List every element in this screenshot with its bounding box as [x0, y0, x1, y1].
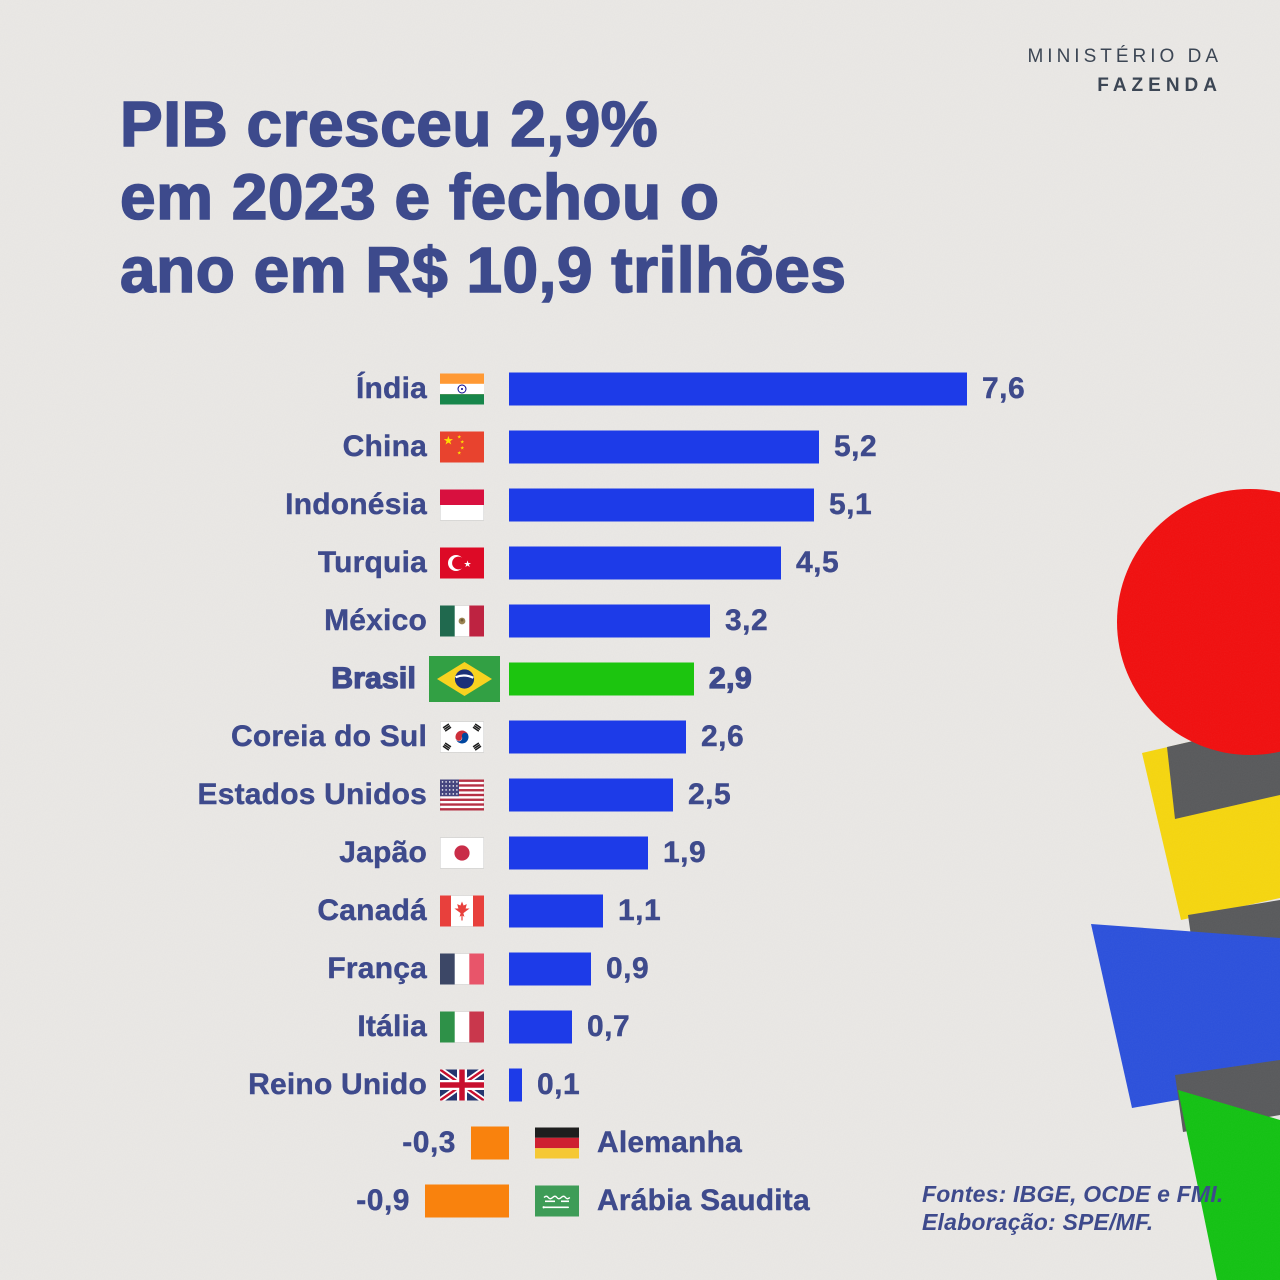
ministry-wordmark-line2: FAZENDA	[1097, 75, 1222, 96]
value-label-uk: 0,1	[537, 1068, 581, 1101]
country-label-brazil: Brasil	[331, 661, 417, 695]
bar-india	[509, 372, 967, 406]
svg-text:★: ★	[464, 560, 472, 570]
country-label-italy: Itália	[357, 1010, 427, 1043]
bar-saudi-arabia	[425, 1184, 509, 1218]
value-label-usa: 2,5	[688, 778, 732, 811]
value-label-france: 0,9	[606, 952, 650, 985]
country-label-south-korea: Coreia do Sul	[231, 720, 427, 753]
bar-canada	[509, 894, 603, 928]
bar-mexico	[509, 604, 710, 638]
flag-china-icon: ★ ★ ★ ★ ★	[440, 431, 484, 463]
title-line-1: PIB cresceu 2,9%	[119, 87, 659, 161]
bar-turkey	[509, 546, 781, 580]
country-label-mexico: México	[324, 604, 427, 637]
country-label-usa: Estados Unidos	[197, 778, 427, 811]
ministry-wordmark-line1: MINISTÉRIO DA	[1027, 46, 1222, 67]
bar-japan	[509, 836, 648, 870]
bar-usa	[509, 778, 673, 812]
flag-italy-icon	[440, 1011, 484, 1043]
flag-turkey-icon: ★	[440, 547, 484, 579]
country-label-japan: Japão	[339, 836, 427, 869]
title-line-2: em 2023 e fechou o	[119, 160, 720, 234]
bar-brazil	[509, 662, 694, 696]
flag-south-korea-icon	[440, 721, 484, 753]
bar-indonesia	[509, 488, 814, 522]
value-label-china: 5,2	[834, 430, 878, 463]
flag-canada-icon	[440, 895, 484, 927]
value-label-germany: -0,3	[402, 1126, 456, 1159]
bar-germany	[471, 1126, 509, 1160]
value-label-saudi-arabia: -0,9	[356, 1184, 410, 1217]
flag-india-icon	[440, 373, 484, 405]
sources-line-1: Fontes: IBGE, OCDE e FMI.	[922, 1181, 1224, 1207]
country-label-uk: Reino Unido	[248, 1068, 427, 1101]
flag-saudi-arabia-icon	[535, 1185, 579, 1217]
bar-uk	[509, 1068, 522, 1102]
page-title: PIB cresceu 2,9% em 2023 e fechou o ano …	[119, 87, 847, 307]
svg-text:★: ★	[443, 434, 454, 448]
ministry-wordmark: MINISTÉRIO DA FAZENDA	[1027, 42, 1222, 100]
bar-italy	[509, 1010, 572, 1044]
value-label-mexico: 3,2	[725, 604, 769, 637]
country-label-saudi-arabia: Arábia Saudita	[597, 1184, 810, 1217]
value-label-south-korea: 2,6	[701, 720, 745, 753]
country-label-indonesia: Indonésia	[285, 488, 427, 521]
value-label-brazil: 2,9	[708, 661, 753, 695]
value-label-italy: 0,7	[587, 1010, 631, 1043]
value-label-turkey: 4,5	[796, 546, 840, 579]
value-label-india: 7,6	[982, 372, 1026, 405]
country-label-canada: Canadá	[317, 894, 427, 927]
country-label-china: China	[342, 430, 427, 463]
value-label-japan: 1,9	[663, 836, 707, 869]
value-label-canada: 1,1	[618, 894, 662, 927]
bar-south-korea	[509, 720, 686, 754]
flag-japan-icon	[440, 837, 484, 869]
flag-usa-icon	[440, 779, 484, 811]
svg-text:★: ★	[457, 451, 462, 457]
sources-note: Fontes: IBGE, OCDE e FMI. Elaboração: SP…	[922, 1180, 1223, 1236]
flag-indonesia-icon	[440, 489, 484, 521]
title-line-3: ano em R$ 10,9 trilhões	[119, 233, 847, 307]
bar-china	[509, 430, 819, 464]
flag-france-icon	[440, 953, 484, 985]
bar-france	[509, 952, 591, 986]
value-label-indonesia: 5,1	[829, 488, 873, 521]
country-label-germany: Alemanha	[597, 1126, 742, 1159]
flag-mexico-icon	[440, 605, 484, 637]
flag-brazil-icon	[429, 656, 500, 702]
flag-uk-icon	[440, 1069, 484, 1101]
sources-line-2: Elaboração: SPE/MF.	[922, 1209, 1154, 1235]
country-label-turkey: Turquia	[317, 546, 427, 579]
country-label-france: França	[327, 952, 427, 985]
flag-germany-icon	[535, 1127, 579, 1159]
country-label-india: Índia	[355, 372, 427, 405]
